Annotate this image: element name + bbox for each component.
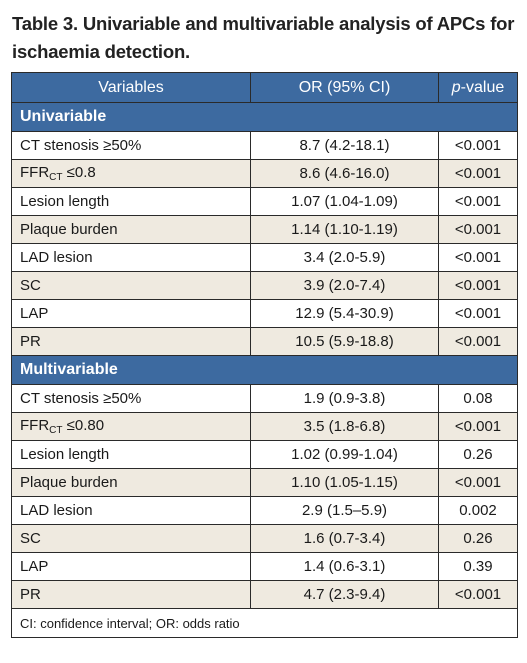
or-cell: 3.9 (2.0-7.4) bbox=[250, 271, 439, 300]
p-value-cell: <0.001 bbox=[438, 243, 518, 272]
table-row: Lesion length 1.07 (1.04-1.09) <0.001 bbox=[11, 187, 518, 216]
table-body: Univariable CT stenosis ≥50% 8.7 (4.2-18.1… bbox=[11, 102, 518, 638]
or-cell: 12.9 (5.4-30.9) bbox=[250, 299, 439, 328]
table-row: FFRCT ≤0.8 8.6 (4.6-16.0) <0.001 bbox=[11, 159, 518, 188]
p-value-cell: <0.001 bbox=[438, 299, 518, 328]
variable-cell: LAD lesion bbox=[11, 496, 251, 525]
variable-cell: SC bbox=[11, 524, 251, 553]
results-table: Variables OR (95% CI) p-value Univariabl… bbox=[11, 72, 518, 638]
p-value-cell: <0.001 bbox=[438, 580, 518, 609]
table-row: LAD lesion 2.9 (1.5–5.9) 0.002 bbox=[11, 496, 518, 525]
variable-cell: CT stenosis ≥50% bbox=[11, 384, 251, 413]
p-value-cell: 0.08 bbox=[438, 384, 518, 413]
p-value-cell: 0.26 bbox=[438, 524, 518, 553]
variable-cell: Lesion length bbox=[11, 187, 251, 216]
p-value-cell: <0.001 bbox=[438, 159, 518, 188]
table-row: Lesion length 1.02 (0.99-1.04) 0.26 bbox=[11, 440, 518, 469]
section-row: Univariable bbox=[11, 102, 518, 132]
table-row: SC 3.9 (2.0-7.4) <0.001 bbox=[11, 271, 518, 300]
table-row: LAD lesion 3.4 (2.0-5.9) <0.001 bbox=[11, 243, 518, 272]
or-cell: 4.7 (2.3-9.4) bbox=[250, 580, 439, 609]
section-label: Multivariable bbox=[11, 355, 518, 385]
p-value-cell: <0.001 bbox=[438, 271, 518, 300]
p-value-cell: <0.001 bbox=[438, 131, 518, 160]
footnote-row: CI: confidence interval; OR: odds ratio bbox=[11, 608, 518, 638]
or-cell: 8.7 (4.2-18.1) bbox=[250, 131, 439, 160]
variable-main: FFR bbox=[20, 164, 50, 181]
or-cell: 1.4 (0.6-3.1) bbox=[250, 552, 439, 581]
header-row: Variables OR (95% CI) p-value bbox=[11, 72, 518, 103]
variable-tail: ≤0.80 bbox=[62, 417, 105, 434]
table-row: LAP 12.9 (5.4-30.9) <0.001 bbox=[11, 299, 518, 328]
or-cell: 1.14 (1.10-1.19) bbox=[250, 215, 439, 244]
or-cell: 1.6 (0.7-3.4) bbox=[250, 524, 439, 553]
or-cell: 1.10 (1.05-1.15) bbox=[250, 468, 439, 497]
variable-cell: PR bbox=[11, 580, 251, 609]
variable-cell: CT stenosis ≥50% bbox=[11, 131, 251, 160]
p-value-cell: <0.001 bbox=[438, 412, 518, 441]
header-or: OR (95% CI) bbox=[250, 72, 439, 103]
header-variables: Variables bbox=[11, 72, 251, 103]
variable-subscript: CT bbox=[49, 172, 63, 183]
p-value-cell: 0.39 bbox=[438, 552, 518, 581]
or-cell: 1.9 (0.9-3.8) bbox=[250, 384, 439, 413]
variable-cell: Plaque burden bbox=[11, 215, 251, 244]
or-cell: 3.5 (1.8-6.8) bbox=[250, 412, 439, 441]
variable-cell: SC bbox=[11, 271, 251, 300]
or-cell: 8.6 (4.6-16.0) bbox=[250, 159, 439, 188]
variable-cell: FFRCT ≤0.8 bbox=[11, 159, 251, 188]
header-p-rest: -value bbox=[460, 78, 505, 96]
table-row: Plaque burden 1.14 (1.10-1.19) <0.001 bbox=[11, 215, 518, 244]
variable-cell: Plaque burden bbox=[11, 468, 251, 497]
variable-subscript: CT bbox=[49, 425, 63, 436]
variable-tail: ≤0.8 bbox=[62, 164, 96, 181]
variable-cell: LAP bbox=[11, 552, 251, 581]
section-row: Multivariable bbox=[11, 355, 518, 385]
variable-main: FFR bbox=[20, 417, 50, 434]
variable-cell: PR bbox=[11, 327, 251, 356]
or-cell: 10.5 (5.9-18.8) bbox=[250, 327, 439, 356]
header-p-value: p-value bbox=[438, 72, 518, 103]
or-cell: 3.4 (2.0-5.9) bbox=[250, 243, 439, 272]
section-label: Univariable bbox=[11, 102, 518, 132]
table-row: CT stenosis ≥50% 1.9 (0.9-3.8) 0.08 bbox=[11, 384, 518, 413]
table-row: PR 4.7 (2.3-9.4) <0.001 bbox=[11, 580, 518, 609]
table-row: LAP 1.4 (0.6-3.1) 0.39 bbox=[11, 552, 518, 581]
table-row: SC 1.6 (0.7-3.4) 0.26 bbox=[11, 524, 518, 553]
variable-cell: LAD lesion bbox=[11, 243, 251, 272]
table-row: FFRCT ≤0.80 3.5 (1.8-6.8) <0.001 bbox=[11, 412, 518, 441]
or-cell: 2.9 (1.5–5.9) bbox=[250, 496, 439, 525]
table-row: PR 10.5 (5.9-18.8) <0.001 bbox=[11, 327, 518, 356]
variable-cell: LAP bbox=[11, 299, 251, 328]
header-p-italic: p bbox=[451, 78, 461, 96]
p-value-cell: <0.001 bbox=[438, 468, 518, 497]
p-value-cell: 0.26 bbox=[438, 440, 518, 469]
p-value-cell: <0.001 bbox=[438, 215, 518, 244]
or-cell: 1.02 (0.99-1.04) bbox=[250, 440, 439, 469]
variable-cell: FFRCT ≤0.80 bbox=[11, 412, 251, 441]
p-value-cell: <0.001 bbox=[438, 327, 518, 356]
table-title: Table 3. Univariable and multivariable a… bbox=[12, 13, 515, 62]
variable-cell: Lesion length bbox=[11, 440, 251, 469]
table-row: Plaque burden 1.10 (1.05-1.15) <0.001 bbox=[11, 468, 518, 497]
footnote: CI: confidence interval; OR: odds ratio bbox=[11, 608, 518, 638]
p-value-cell: 0.002 bbox=[438, 496, 518, 525]
or-cell: 1.07 (1.04-1.09) bbox=[250, 187, 439, 216]
table-row: CT stenosis ≥50% 8.7 (4.2-18.1) <0.001 bbox=[11, 131, 518, 160]
p-value-cell: <0.001 bbox=[438, 187, 518, 216]
